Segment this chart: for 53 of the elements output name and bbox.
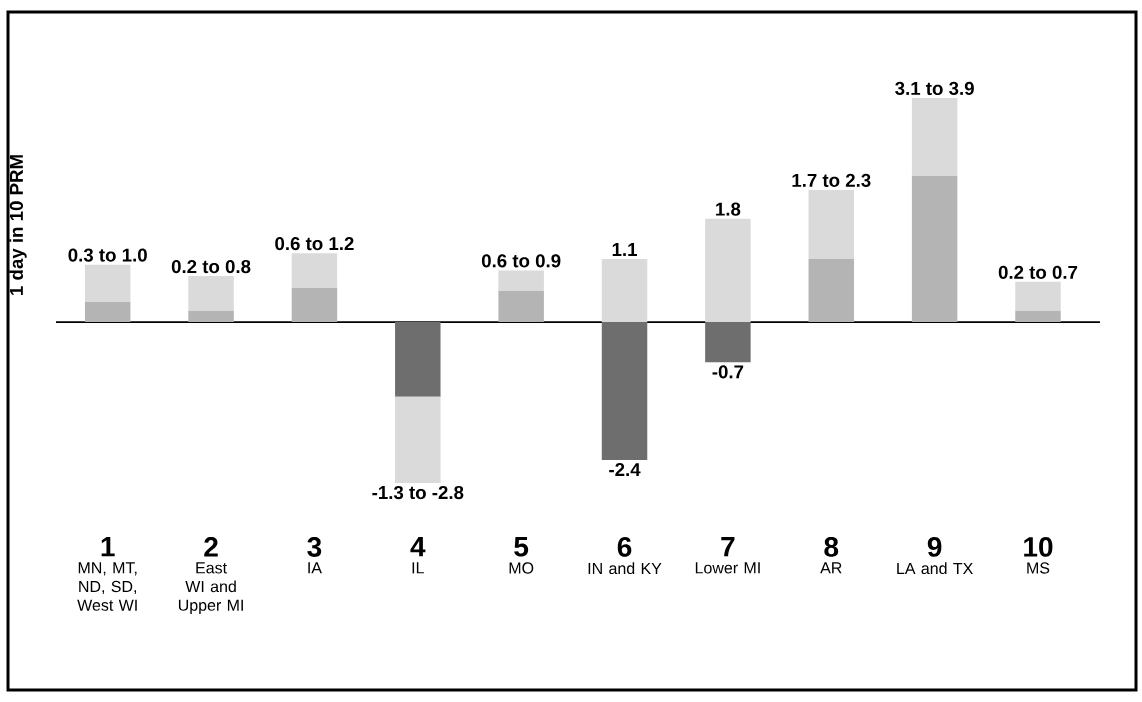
bar [1015,310,1061,323]
bar [705,218,751,323]
text: IA [308,562,322,574]
text: MN, MT, ND, SD, West WI [77,562,137,611]
total-label: -1.3 to -2.8 [372,485,464,500]
data-label: 1.8 [716,202,741,216]
x-tick-label: 4 [410,537,426,557]
total-label: 0.6 to 0.9 [481,254,561,268]
x-tick-label: 1 [101,537,115,557]
text: AR [820,562,842,574]
text: Lower MI [695,562,760,574]
x-tick-label: 2 [204,537,218,557]
text: East WI and Upper MI [178,562,243,615]
bar [84,264,131,302]
x-tick-label: 3 [307,537,322,557]
bar [188,310,234,323]
bar [911,97,958,176]
bar [395,322,441,397]
bar [84,301,131,323]
bar [1015,281,1061,311]
total-label: 0.3 to 1.0 [68,248,147,262]
text: MO [509,562,534,574]
x-tick-label: 9 [927,537,942,557]
text: LA and TX [897,562,973,575]
data-label: -0.7 [712,365,744,379]
total-label: 3.1 to 3.9 [895,81,974,96]
bar [498,290,544,323]
bar [291,253,338,288]
x-tick-label: 10 [1024,537,1053,557]
text: IL [412,562,424,574]
bar [911,175,958,323]
x-tick-label: 5 [514,537,529,557]
bar [705,322,751,363]
bar [808,189,854,259]
bar [291,287,338,323]
bar [395,396,441,483]
y-axis-title: 1 day in 10 PRM [9,155,27,295]
text: MS [1027,562,1050,574]
x-tick-label: 8 [824,537,839,557]
bar [601,322,648,460]
total-label: 0.2 to 0.7 [998,265,1078,279]
total-label: 1.7 to 2.3 [792,173,871,187]
bar [498,270,544,291]
bar [808,258,854,323]
bar [601,258,648,323]
total-label: 0.6 to 1.2 [275,236,354,251]
total-label: 0.2 to 0.8 [171,259,251,274]
text: IN and KY [588,562,662,575]
x-tick-label: 7 [721,537,735,557]
data-label: -2.4 [609,462,641,476]
x-tick-label: 6 [617,537,632,557]
data-label: 1.1 [612,243,637,256]
bar [188,276,234,311]
